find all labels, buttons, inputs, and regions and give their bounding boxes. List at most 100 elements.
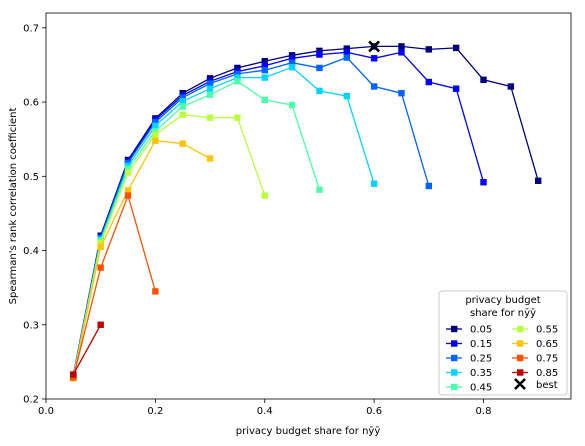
- data-point: [534, 177, 542, 184]
- legend-best-marker: [514, 378, 526, 390]
- x-tick-label: 0.4: [257, 406, 273, 417]
- legend-best-label: best: [536, 380, 558, 391]
- data-point: [152, 137, 159, 144]
- data-point: [124, 192, 132, 199]
- x-tick-label: 0.0: [38, 406, 54, 417]
- legend-label: 0.45: [470, 383, 492, 394]
- data-point: [152, 131, 159, 138]
- legend-marker: [451, 325, 458, 333]
- legend-marker: [517, 325, 524, 333]
- data-point: [152, 122, 159, 130]
- y-tick-label: 0.4: [23, 246, 39, 257]
- legend-label: 0.15: [470, 339, 492, 350]
- series-line: [72, 80, 321, 378]
- y-axis-label: Spearman's rank correlation coefficient: [8, 108, 19, 305]
- axis-ticks: 0.0 0.2 0.4 0.6 0.80.20.30.40.50.60.7: [23, 23, 491, 417]
- data-point: [425, 182, 433, 190]
- data-point: [124, 187, 132, 194]
- data-point: [234, 74, 241, 81]
- y-tick-label: 0.5: [23, 172, 39, 183]
- legend-marker: [517, 340, 524, 347]
- legend-items: 0.05 0.15 0.25 0.35 0.45 0.55 0.65 0.75 0.85: [446, 325, 558, 394]
- data-point: [97, 321, 104, 328]
- data-point: [206, 80, 214, 87]
- legend-marker: [451, 354, 458, 362]
- data-point: [261, 96, 268, 104]
- legend-label: 0.05: [470, 325, 492, 336]
- legend-title-line2: share for nȳȳ: [470, 308, 536, 319]
- data-point: [124, 165, 132, 173]
- data-point: [452, 44, 460, 52]
- data-point: [261, 192, 268, 199]
- data-point: [206, 85, 214, 92]
- series-line: [72, 66, 375, 377]
- legend-item-0.05: 0.05: [446, 325, 492, 336]
- data-point: [234, 78, 241, 85]
- series-line: [72, 51, 485, 377]
- series-line: [72, 45, 539, 376]
- data-point: [206, 114, 214, 121]
- series-0.85: [70, 321, 104, 378]
- legend-item-0.55: 0.55: [512, 325, 558, 336]
- data-point: [179, 94, 186, 101]
- data-point: [124, 169, 132, 176]
- x-tick-label: 0.8: [476, 406, 492, 417]
- legend-item-0.65: 0.65: [512, 339, 558, 350]
- data-point: [234, 114, 241, 121]
- best-marker-layer: [368, 40, 381, 53]
- data-point: [480, 179, 487, 186]
- data-point: [261, 74, 268, 81]
- legend-title-line1: privacy budget: [465, 295, 540, 306]
- data-point: [370, 55, 378, 62]
- legend-box: [438, 290, 568, 396]
- legend: privacy budget share for nȳȳ 0.05 0.15 0.2…: [438, 290, 568, 396]
- data-point: [261, 62, 268, 69]
- legend-item-0.85: 0.85: [512, 368, 558, 379]
- series-line: [72, 56, 430, 377]
- data-point: [425, 78, 433, 86]
- legend-marker: [517, 354, 524, 362]
- data-point: [234, 70, 241, 78]
- data-point: [97, 264, 104, 271]
- data-point: [179, 103, 186, 110]
- series-layer: [70, 43, 542, 382]
- data-point: [316, 87, 323, 95]
- data-point: [206, 91, 214, 98]
- data-point: [316, 51, 323, 58]
- data-point: [425, 46, 433, 53]
- y-tick-label: 0.2: [23, 395, 39, 406]
- data-point: [288, 59, 296, 66]
- data-point: [316, 186, 323, 193]
- data-point: [70, 371, 77, 378]
- x-tick-label: 0.6: [366, 406, 382, 417]
- data-point: [179, 98, 186, 105]
- data-point: [398, 43, 405, 50]
- data-point: [398, 89, 405, 97]
- legend-marker: [517, 369, 524, 376]
- data-point: [206, 155, 214, 162]
- data-point: [370, 83, 378, 90]
- data-point: [398, 49, 405, 56]
- data-point: [343, 54, 350, 61]
- legend-item-0.15: 0.15: [446, 339, 492, 350]
- legend-label: 0.25: [470, 354, 492, 365]
- legend-marker: [451, 383, 458, 391]
- data-point: [152, 127, 159, 135]
- legend-item-0.35: 0.35: [446, 368, 492, 379]
- legend-label: 0.75: [536, 354, 558, 365]
- series-line: [72, 140, 211, 379]
- data-point: [480, 76, 487, 84]
- data-point: [152, 288, 159, 295]
- data-point: [316, 47, 323, 55]
- y-tick-label: 0.7: [23, 23, 39, 34]
- data-point: [97, 239, 104, 247]
- series-line: [72, 324, 102, 375]
- data-point: [179, 111, 186, 118]
- series-line: [72, 114, 266, 378]
- legend-item-0.75: 0.75: [512, 354, 558, 365]
- x-tick-label: 0.2: [147, 406, 163, 417]
- y-tick-label: 0.6: [23, 98, 39, 109]
- data-point: [288, 55, 296, 62]
- data-point: [507, 83, 515, 90]
